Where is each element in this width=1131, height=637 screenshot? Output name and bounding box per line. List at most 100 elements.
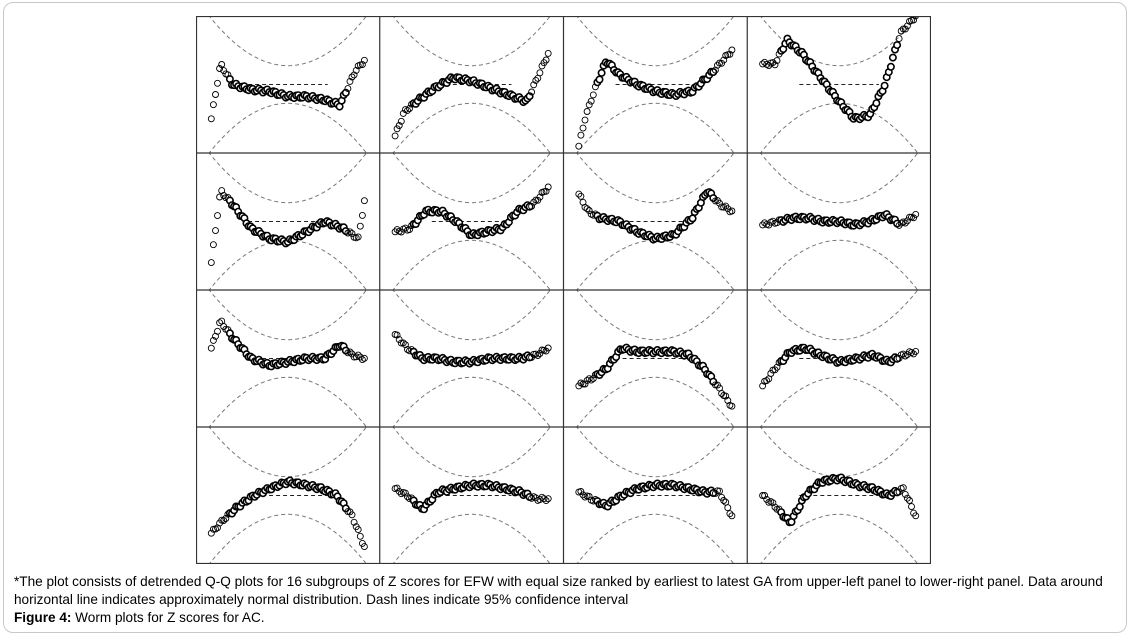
- worm-point: [216, 65, 224, 72]
- lower-band-16: [759, 513, 919, 564]
- worm-point: [397, 490, 405, 498]
- worm-point: [404, 106, 411, 114]
- upper-band-13: [208, 427, 368, 478]
- worm-point: [212, 227, 219, 235]
- worm-points-14: [391, 479, 552, 514]
- worm-points-10: [391, 331, 552, 368]
- worm-point: [536, 69, 544, 77]
- worm-point: [530, 81, 538, 89]
- upper-band-16: [759, 427, 919, 478]
- worm-point: [728, 512, 736, 520]
- lower-band-12: [759, 376, 919, 427]
- worm-point: [209, 241, 217, 249]
- worm-point: [720, 56, 728, 64]
- lower-band-14: [392, 513, 551, 564]
- worm-point: [585, 101, 593, 109]
- worm-point: [532, 350, 540, 358]
- worm-plot-grid: [196, 16, 931, 564]
- worm-point: [906, 497, 913, 504]
- worm-point: [352, 66, 360, 74]
- worm-point: [763, 377, 771, 385]
- worm-panel-12: [759, 290, 920, 427]
- worm-point: [207, 115, 215, 123]
- worm-point: [903, 22, 911, 30]
- worm-point: [585, 207, 593, 214]
- worm-point: [575, 142, 583, 150]
- upper-band-1: [208, 16, 368, 67]
- worm-point: [579, 380, 587, 388]
- worm-point: [899, 484, 907, 492]
- worm-point: [356, 532, 364, 540]
- worm-points-4: [759, 16, 920, 124]
- worm-point: [579, 491, 587, 499]
- worm-point: [577, 192, 585, 200]
- worm-point: [759, 60, 767, 68]
- worm-point: [528, 494, 536, 502]
- worm-point: [404, 493, 411, 501]
- worm-point: [395, 487, 403, 495]
- lower-band-10: [392, 376, 551, 427]
- worm-point: [724, 504, 732, 512]
- worm-point: [597, 68, 606, 77]
- worm-point: [872, 99, 881, 108]
- lower-band-13: [208, 513, 368, 564]
- worm-point: [212, 525, 219, 533]
- worm-point: [893, 41, 902, 50]
- lower-band-5: [208, 239, 368, 290]
- worm-panel-15: [575, 427, 736, 564]
- worm-points-5: [207, 187, 368, 267]
- worm-point: [769, 59, 777, 67]
- worm-point: [207, 259, 215, 267]
- worm-point: [767, 370, 775, 377]
- worm-point: [530, 198, 538, 206]
- worm-point: [899, 350, 907, 358]
- worm-point: [912, 512, 920, 520]
- worm-point: [895, 35, 903, 43]
- worm-point: [579, 124, 587, 132]
- worm-point: [212, 91, 219, 98]
- worm-point: [348, 229, 356, 237]
- worm-point: [395, 336, 403, 344]
- worm-point: [903, 217, 911, 225]
- worm-point: [688, 214, 697, 223]
- worm-point: [344, 85, 352, 93]
- upper-band-2: [392, 16, 551, 67]
- worm-point: [722, 392, 730, 400]
- worm-point: [348, 73, 356, 81]
- worm-point: [903, 494, 911, 502]
- upper-band-11: [576, 290, 735, 341]
- worm-point: [912, 210, 920, 218]
- worm-points-13: [207, 476, 368, 551]
- worm-point: [771, 503, 779, 511]
- worm-point: [207, 344, 215, 352]
- worm-point: [360, 543, 368, 551]
- upper-band-8: [759, 153, 919, 204]
- upper-band-15: [576, 427, 735, 478]
- worm-point: [222, 515, 230, 522]
- worm-point: [207, 529, 215, 537]
- worm-point: [542, 187, 550, 195]
- worm-point: [759, 382, 767, 390]
- worm-point: [354, 351, 362, 359]
- worm-points-6: [391, 183, 552, 240]
- worm-point: [716, 199, 723, 207]
- worm-points-3: [575, 46, 736, 150]
- figure-title: Worm plots for Z scores for AC.: [71, 610, 265, 625]
- worm-point: [218, 61, 226, 68]
- caption-note: *The plot consists of detrended Q-Q plot…: [14, 574, 1103, 607]
- worm-point: [532, 76, 540, 84]
- worm-point: [214, 327, 221, 335]
- worm-panel-13: [207, 427, 368, 564]
- worm-point: [528, 202, 536, 210]
- worm-point: [395, 122, 403, 129]
- worm-point: [589, 91, 597, 99]
- worm-point: [542, 497, 550, 505]
- worm-point: [587, 376, 595, 384]
- worm-point: [901, 219, 909, 227]
- worm-point: [214, 212, 221, 220]
- worm-point: [581, 116, 589, 124]
- worm-point: [771, 61, 779, 69]
- worm-point: [216, 319, 224, 327]
- worm-point: [220, 517, 228, 524]
- worm-panel-11: [575, 290, 736, 427]
